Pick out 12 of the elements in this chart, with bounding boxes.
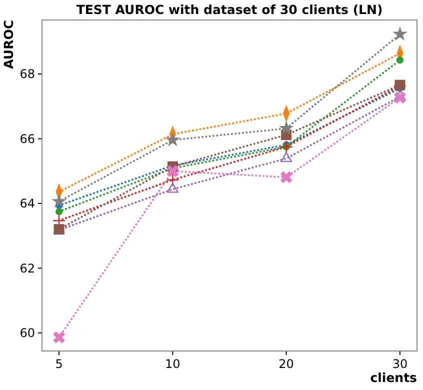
y-tick-label: 60 <box>20 326 35 340</box>
x-tick-label: 20 <box>278 357 294 371</box>
x-tick-label: 5 <box>55 357 63 371</box>
y-axis-title: AUROC <box>1 20 16 69</box>
x-tick-label: 30 <box>392 357 408 371</box>
y-tick-label: 62 <box>20 261 35 276</box>
y-tick-label: 66 <box>20 132 35 146</box>
y-tick-label: 68 <box>20 67 35 82</box>
x-axis-title: clients <box>370 370 417 385</box>
y-tick-label: 64 <box>20 196 35 211</box>
chart-title: TEST AUROC with dataset of 30 clients (LN) <box>76 2 383 17</box>
x-tick-label: 10 <box>165 357 180 371</box>
